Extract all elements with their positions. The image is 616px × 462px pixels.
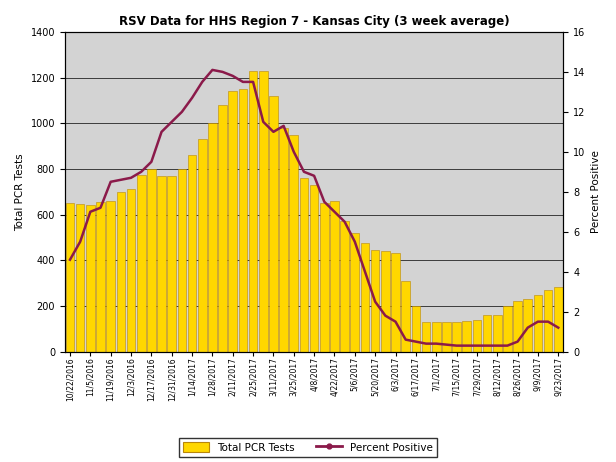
Bar <box>229 91 237 352</box>
Bar <box>360 243 370 352</box>
Bar <box>259 71 267 352</box>
Bar <box>533 295 542 352</box>
Bar <box>554 286 562 352</box>
Bar <box>157 176 166 352</box>
Bar <box>402 281 410 352</box>
Bar <box>198 139 206 352</box>
Bar <box>452 322 461 352</box>
Bar <box>544 290 553 352</box>
Bar <box>299 178 308 352</box>
Bar <box>371 250 379 352</box>
Y-axis label: Total PCR Tests: Total PCR Tests <box>15 153 25 231</box>
Bar <box>188 155 197 352</box>
Bar <box>351 233 359 352</box>
Bar <box>493 315 501 352</box>
Bar <box>96 202 105 352</box>
Legend: Total PCR Tests, Percent Positive: Total PCR Tests, Percent Positive <box>179 438 437 457</box>
Bar <box>218 105 227 352</box>
Bar <box>524 299 532 352</box>
Bar <box>86 206 95 352</box>
Bar <box>391 254 400 352</box>
Bar <box>432 322 440 352</box>
Bar <box>290 135 298 352</box>
Bar <box>381 251 390 352</box>
Bar <box>503 306 512 352</box>
Bar <box>116 192 125 352</box>
Bar <box>472 320 481 352</box>
Bar <box>177 169 186 352</box>
Bar <box>147 169 156 352</box>
Bar <box>279 128 288 352</box>
Bar <box>269 96 278 352</box>
Bar <box>208 123 217 352</box>
Bar <box>249 71 257 352</box>
Bar <box>137 175 145 352</box>
Bar <box>442 322 451 352</box>
Bar <box>107 201 115 352</box>
Bar <box>411 306 420 352</box>
Bar <box>340 221 349 352</box>
Bar <box>66 203 75 352</box>
Bar <box>127 189 136 352</box>
Bar <box>76 204 84 352</box>
Y-axis label: Percent Positive: Percent Positive <box>591 150 601 233</box>
Bar <box>320 203 328 352</box>
Bar <box>310 185 318 352</box>
Title: RSV Data for HHS Region 7 - Kansas City (3 week average): RSV Data for HHS Region 7 - Kansas City … <box>119 15 509 28</box>
Bar <box>483 315 492 352</box>
Bar <box>238 89 247 352</box>
Bar <box>422 322 431 352</box>
Bar <box>513 301 522 352</box>
Bar <box>168 176 176 352</box>
Bar <box>463 321 471 352</box>
Bar <box>330 201 339 352</box>
